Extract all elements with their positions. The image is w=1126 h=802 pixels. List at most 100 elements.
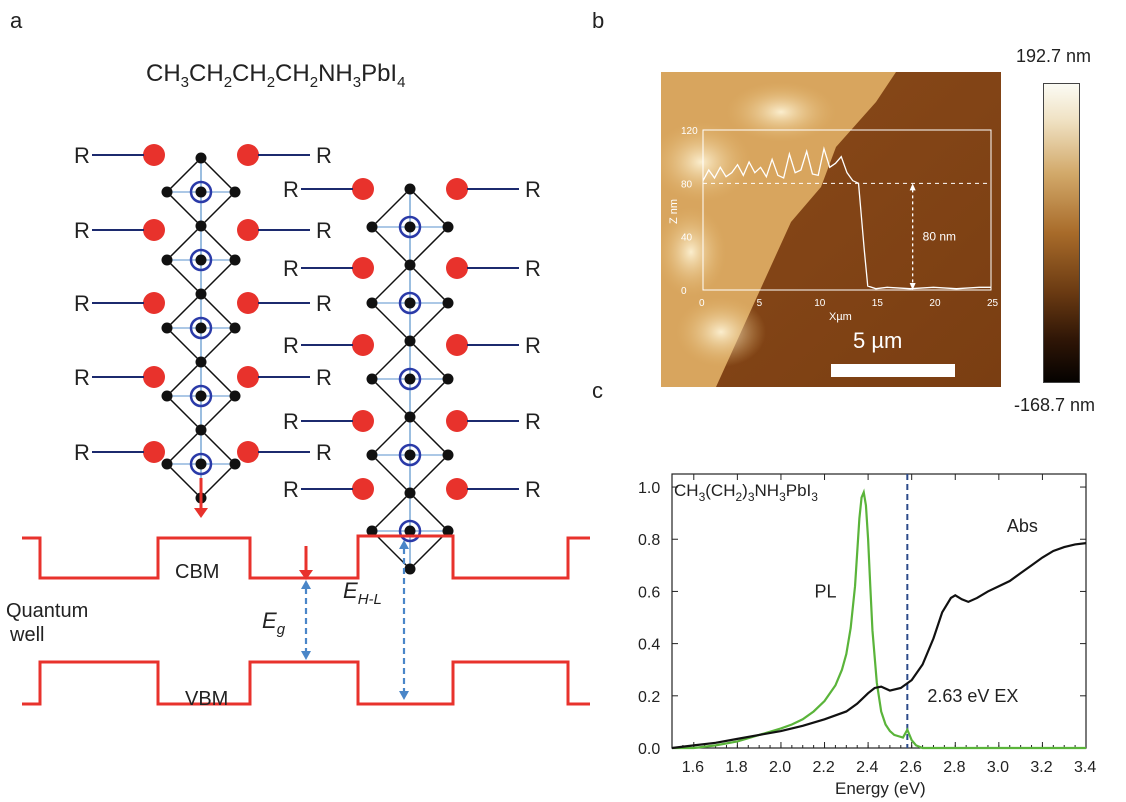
r-group-label: R xyxy=(525,409,541,434)
iodide-atom xyxy=(195,288,207,300)
r-group-label: R xyxy=(316,440,332,465)
iodide-atom xyxy=(161,254,173,266)
height-profile-line xyxy=(702,146,991,290)
band-gap-arrow-head xyxy=(301,651,311,660)
iodide-atom xyxy=(442,373,454,385)
iodide-atom xyxy=(161,186,173,198)
excitation-label: 2.63 eV EX xyxy=(927,686,1018,706)
y-tick-label: 1.0 xyxy=(638,480,660,497)
iodide-atom xyxy=(195,356,207,368)
y-tick-label: 0.6 xyxy=(638,584,660,601)
r-group-label: R xyxy=(74,143,90,168)
pb-ring xyxy=(398,443,422,467)
inset-x-tick: 25 xyxy=(987,298,999,309)
organic-cation xyxy=(237,219,259,241)
chart-formula-annotation: CH3(CH2)3NH3PbI3 xyxy=(674,481,818,504)
r-group-label: R xyxy=(525,177,541,202)
r-group-label: R xyxy=(316,365,332,390)
iodide-atom xyxy=(161,458,173,470)
iodide-atom xyxy=(366,221,378,233)
quantum-well-label: well xyxy=(9,624,44,646)
pb-ring xyxy=(398,291,422,315)
inset-y-tick: 40 xyxy=(681,233,693,244)
r-group-label: R xyxy=(525,333,541,358)
organic-cation xyxy=(143,144,165,166)
conduction-band-edge xyxy=(22,534,590,580)
inset-x-tick: 10 xyxy=(814,298,826,309)
pb-ring xyxy=(189,180,213,204)
iodide-atom xyxy=(195,220,207,232)
r-group-label: R xyxy=(74,365,90,390)
pb-ring xyxy=(189,316,213,340)
series-label-pl: PL xyxy=(815,581,837,601)
valence-band-edge xyxy=(22,660,590,706)
organic-cation xyxy=(446,478,468,500)
quantum-well-label: Quantum xyxy=(6,600,88,622)
inset-y-label: Z nm xyxy=(668,199,680,224)
pb-ring xyxy=(398,519,422,543)
inset-x-tick: 0 xyxy=(699,298,705,309)
x-tick-label: 2.0 xyxy=(769,759,791,776)
pb-atom xyxy=(404,221,416,233)
r-group-label: R xyxy=(283,477,299,502)
inset-y-tick: 80 xyxy=(681,179,693,190)
r-group-label: R xyxy=(283,409,299,434)
pb-atom xyxy=(404,449,416,461)
inset-frame xyxy=(702,129,992,291)
afm-image: 0 40 80 120 0 5 10 15 20 25 Z nm Xµm 80 nm 5 µm xyxy=(661,72,1001,387)
formula-subscript: 3 xyxy=(811,490,818,504)
vbm-label: VBM xyxy=(185,688,228,710)
organic-cation xyxy=(352,478,374,500)
formula-subscript: 2 xyxy=(735,490,742,504)
iodide-atom xyxy=(229,186,241,198)
organic-cation xyxy=(352,178,374,200)
organic-cation xyxy=(237,292,259,314)
r-group-label: R xyxy=(74,291,90,316)
pb-atom xyxy=(195,322,207,334)
r-group-label: R xyxy=(283,333,299,358)
r-group-label: R xyxy=(74,440,90,465)
r-group-label: R xyxy=(283,256,299,281)
pb-atom xyxy=(404,297,416,309)
y-tick-label: 0.0 xyxy=(638,741,660,758)
r-group-label: R xyxy=(74,218,90,243)
pb-ring xyxy=(398,367,422,391)
iodide-atom xyxy=(229,254,241,266)
band-gap-label: Eg xyxy=(262,608,286,638)
step-height-arrow-head xyxy=(909,283,916,290)
organic-cation xyxy=(143,366,165,388)
organic-cation xyxy=(352,257,374,279)
organic-cation xyxy=(143,292,165,314)
pb-ring xyxy=(398,215,422,239)
r-group-label: R xyxy=(316,218,332,243)
x-tick-label: 2.8 xyxy=(943,759,965,776)
hl-gap-label: EH-L xyxy=(343,578,382,608)
organic-cation xyxy=(237,366,259,388)
inset-x-label: Xµm xyxy=(829,311,852,323)
organic-cation xyxy=(446,178,468,200)
chemical-formula: CH3CH2CH2CH2NH3PbI4 xyxy=(146,60,406,91)
organic-cation xyxy=(143,219,165,241)
organic-cation xyxy=(446,410,468,432)
r-group-label: R xyxy=(316,143,332,168)
organic-cation xyxy=(446,257,468,279)
r-group-label: R xyxy=(283,177,299,202)
x-tick-label: 2.6 xyxy=(900,759,922,776)
organic-cation xyxy=(237,144,259,166)
formula-part: ) xyxy=(742,481,748,500)
x-tick-label: 3.4 xyxy=(1074,759,1096,776)
iodide-atom xyxy=(442,297,454,309)
y-tick-label: 0.4 xyxy=(638,637,660,654)
iodide-atom xyxy=(161,390,173,402)
iodide-atom xyxy=(442,525,454,537)
scale-bar xyxy=(831,364,955,377)
step-height-arrow-head xyxy=(909,183,916,191)
y-tick-label: 0.8 xyxy=(638,532,660,549)
x-tick-label: 3.0 xyxy=(987,759,1009,776)
iodide-atom xyxy=(404,183,416,195)
pb-atom xyxy=(195,458,207,470)
scale-bar-label: 5 µm xyxy=(853,328,903,353)
afm-topography-picture xyxy=(661,72,1001,387)
formula-subscript: 3 xyxy=(779,490,786,504)
pb-ring xyxy=(189,452,213,476)
